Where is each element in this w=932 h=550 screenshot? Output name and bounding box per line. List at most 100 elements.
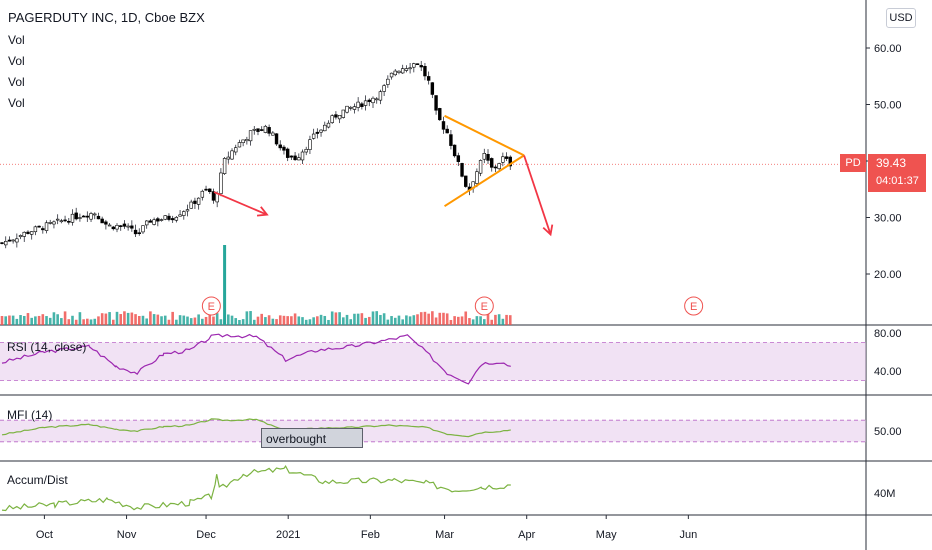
candle-body (263, 125, 268, 133)
candle-body (326, 122, 331, 128)
rsi-tick-label: 40.00 (874, 366, 902, 378)
volume-bar (126, 312, 130, 325)
candle-body (278, 144, 282, 149)
volume-bar (67, 319, 71, 325)
candle-body (308, 139, 312, 150)
volume-bar (312, 317, 315, 325)
volume-bar (141, 315, 145, 325)
candle-body (341, 109, 346, 118)
volume-bar (4, 316, 8, 325)
volume-bar (89, 319, 93, 325)
candle-body (96, 215, 101, 220)
volume-bar (338, 312, 341, 325)
candle-body (15, 238, 19, 243)
candle-body (170, 218, 175, 221)
volume-bar (123, 311, 126, 325)
volume-bar (264, 317, 267, 325)
volume-bar (219, 319, 223, 325)
candle-body (486, 154, 490, 161)
volume-bar (386, 319, 390, 325)
volume-bar (457, 316, 460, 325)
candle-body (185, 209, 190, 212)
volume-bar (297, 316, 301, 325)
candle-body (248, 130, 253, 142)
candle-body (501, 156, 505, 163)
volume-bar (197, 314, 200, 325)
candle-body (119, 225, 123, 227)
volume-bar (137, 316, 141, 325)
candle-body (304, 148, 308, 153)
candle-body (55, 218, 60, 221)
candle-body (63, 219, 67, 222)
volume-bar (468, 318, 471, 325)
volume-bar (93, 318, 97, 325)
candle-body (245, 139, 249, 142)
y-tick-label: 60.00 (874, 43, 902, 55)
candle-body (408, 67, 412, 70)
volume-bar (494, 314, 497, 325)
volume-bar (215, 313, 219, 325)
volume-bar (449, 319, 453, 325)
candle-body (356, 101, 360, 108)
candle-body (144, 220, 149, 226)
currency-button[interactable]: USD (886, 8, 916, 28)
volume-bar (453, 316, 456, 325)
volume-bar (201, 318, 204, 325)
volume-bar (319, 314, 323, 325)
candle-body (289, 155, 294, 158)
volume-bar (227, 314, 230, 325)
volume-bar (175, 319, 178, 325)
candle-body (178, 214, 182, 217)
volume-bar (486, 311, 490, 325)
volume-bar (405, 315, 408, 325)
x-tick-label: Dec (196, 529, 216, 541)
candle-body (126, 225, 130, 228)
volume-bar (86, 318, 89, 325)
rsi-line (1, 333, 511, 385)
candle-body (475, 171, 479, 184)
candle-body (18, 235, 23, 238)
earnings-marker (201, 296, 221, 316)
y-tick-label: 50.00 (874, 100, 902, 112)
candle-body (141, 225, 145, 233)
candle-body (44, 222, 49, 231)
volume-bar (260, 313, 263, 325)
volume-bar (460, 316, 464, 325)
trend-arrow (523, 155, 552, 235)
earnings-marker (474, 296, 494, 316)
candle-body (271, 132, 275, 136)
candle-body (148, 220, 153, 223)
volume-bar (271, 318, 275, 325)
volume-bar (108, 312, 111, 325)
volume-bar (431, 311, 434, 325)
trend-arrow (213, 191, 268, 216)
candle-body (234, 147, 238, 153)
candle-body (107, 224, 112, 227)
candle-body (41, 228, 45, 231)
volume-bar (63, 311, 67, 325)
volume-bar (130, 312, 134, 325)
volume-bar (471, 319, 475, 325)
mfi-label: MFI (14) (7, 408, 53, 422)
candle-body (67, 220, 71, 223)
vol-label: Vol (8, 96, 25, 110)
volume-bar (230, 315, 234, 325)
volume-bar (52, 312, 56, 325)
candle-body (163, 215, 167, 220)
candle-body (189, 201, 193, 209)
y-tick-label: 20.00 (874, 269, 902, 281)
candle-body (434, 95, 438, 111)
candle-body (493, 166, 498, 169)
volume-bar (238, 319, 241, 325)
volume-bar (182, 315, 186, 325)
candle-body (378, 91, 383, 101)
overbought-note: overbought (261, 428, 363, 448)
last-price-label: 39.43 (876, 156, 907, 170)
accum-dist-label: Accum/Dist (7, 473, 68, 487)
candle-body (311, 133, 316, 139)
volume-bar (145, 318, 148, 325)
y-tick-label: 30.00 (874, 213, 902, 225)
candle-body (445, 128, 449, 134)
volume-bar (149, 311, 152, 325)
